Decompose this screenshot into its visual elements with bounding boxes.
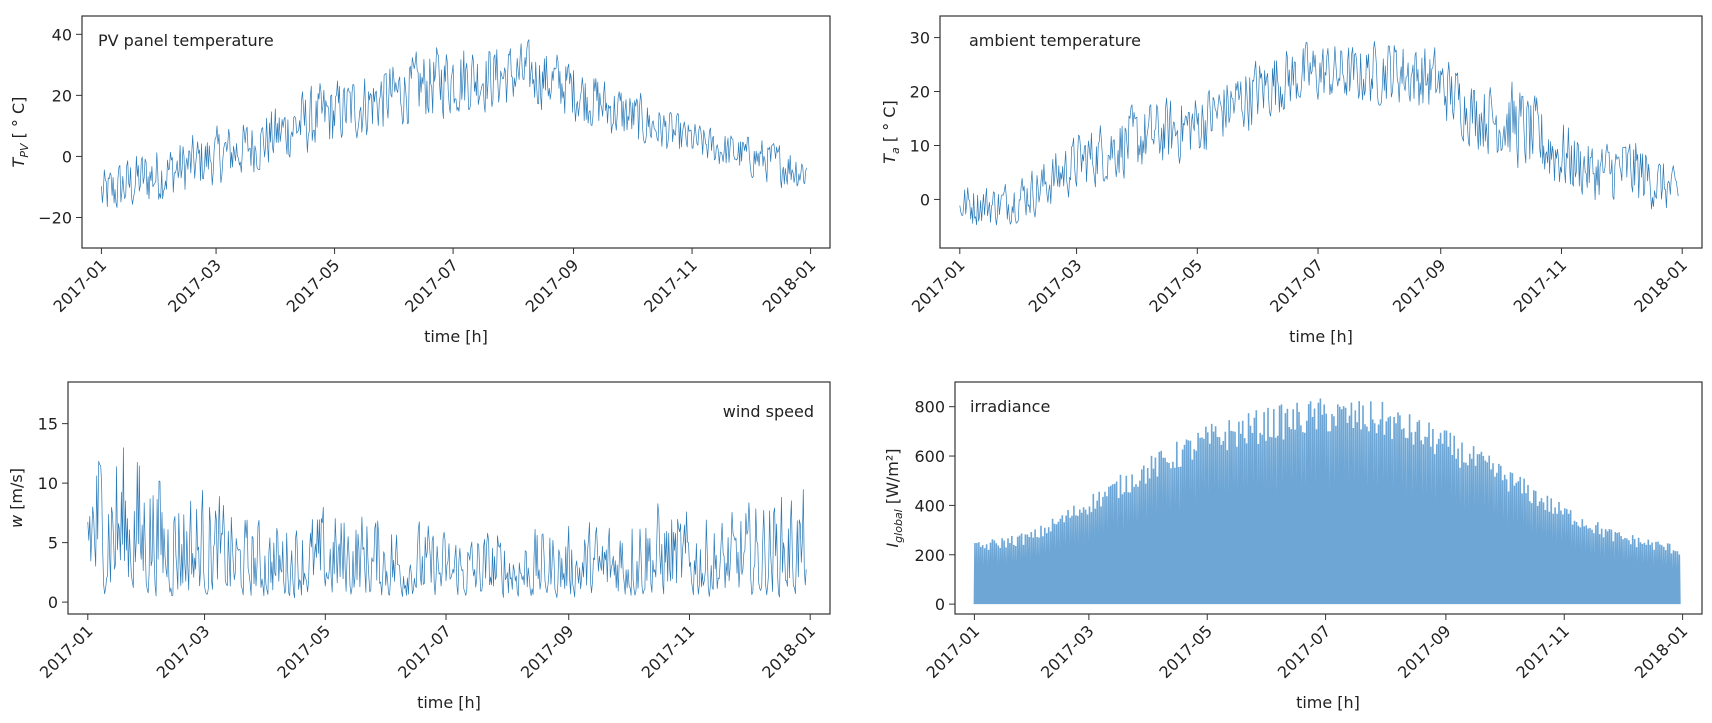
- pv-y-ticks: −20 0 20 40: [38, 25, 82, 227]
- irr-axes-frame: [954, 381, 1703, 615]
- irr-y-tick-label: 800: [914, 398, 945, 417]
- ta-x-axis-label: time [h]: [1289, 327, 1353, 346]
- pv-x-axis-label: time [h]: [424, 327, 488, 346]
- ta-y-axis-label: Ta [ ° C]: [880, 100, 902, 163]
- pv-y-tick-label: 0: [62, 147, 72, 166]
- irr-x-axis-label: time [h]: [1296, 693, 1360, 712]
- ta-y-ticks: 0 10 20 30: [910, 29, 940, 209]
- pv-title: PV panel temperature: [98, 31, 274, 50]
- pv-y-tick-label: −20: [38, 208, 72, 227]
- pv-y-tick-label: 40: [52, 25, 72, 44]
- wind-x-axis-label: time [h]: [417, 693, 481, 712]
- ta-y-tick-label: 0: [920, 190, 930, 209]
- wind-series-line: [87, 447, 807, 599]
- ta-series-line: [959, 41, 1679, 226]
- wind-title: wind speed: [723, 402, 814, 421]
- wind-series: [87, 447, 807, 599]
- ta-series: [959, 41, 1679, 226]
- irr-series: [973, 398, 1681, 605]
- wind-y-tick-label: 10: [38, 474, 58, 493]
- wind-y-tick-label: 5: [48, 534, 58, 553]
- ta-axes-frame: [939, 15, 1703, 249]
- irr-y-tick-label: 600: [914, 447, 945, 466]
- pv-y-tick-label: 20: [52, 86, 72, 105]
- irr-y-tick-label: 200: [914, 546, 945, 565]
- pv-series: [101, 39, 808, 208]
- pv-series-line: [101, 39, 808, 208]
- irr-y-axis-label: Iglobal [W/m²]: [883, 448, 905, 547]
- ta-y-tick-label: 10: [910, 136, 930, 155]
- irr-y-ticks: 0 200 400 600 800: [914, 398, 955, 614]
- wind-y-tick-label: 0: [48, 593, 58, 612]
- pv-y-axis-label: TPV [ ° C]: [9, 97, 31, 168]
- irr-title: irradiance: [970, 397, 1050, 416]
- wind-y-axis-label: w [m/s]: [7, 468, 26, 528]
- ta-title: ambient temperature: [969, 31, 1141, 50]
- ta-y-tick-label: 20: [910, 83, 930, 102]
- irr-series-line: [973, 398, 1681, 605]
- irr-y-tick-label: 400: [914, 496, 945, 515]
- irr-y-tick-label: 0: [935, 595, 945, 614]
- wind-y-ticks: 0 5 10 15: [38, 415, 68, 612]
- wind-axes-frame: [67, 381, 831, 615]
- pv-axes-frame: [81, 15, 831, 249]
- wind-y-tick-label: 15: [38, 415, 58, 434]
- ta-y-tick-label: 30: [910, 29, 930, 48]
